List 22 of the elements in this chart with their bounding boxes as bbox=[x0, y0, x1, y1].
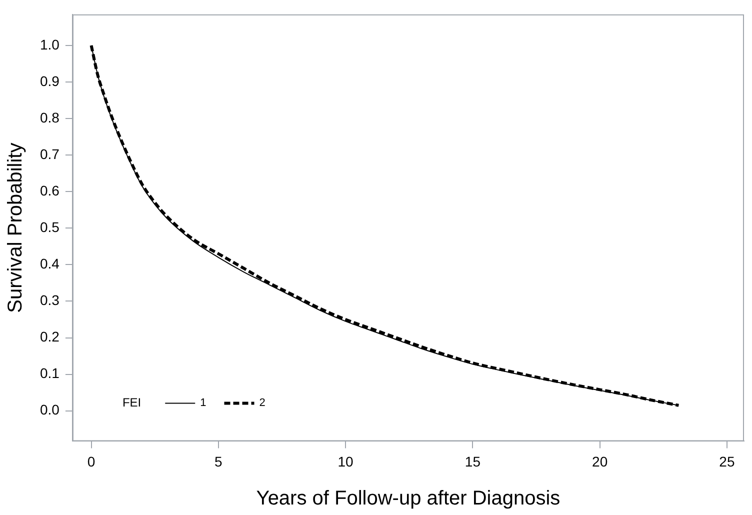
x-tick-label: 15 bbox=[464, 453, 481, 470]
x-tick-label: 10 bbox=[338, 453, 354, 470]
y-tick-label: 0.8 bbox=[40, 109, 60, 126]
y-tick-label: 0.9 bbox=[40, 72, 60, 89]
y-tick-label: 0.4 bbox=[40, 256, 60, 272]
y-tick-label: 0.1 bbox=[40, 365, 60, 382]
x-tick-label: 5 bbox=[214, 453, 223, 470]
y-tick-label: 1.0 bbox=[40, 36, 60, 52]
x-axis-title: Years of Follow-up after Diagnosis bbox=[256, 488, 560, 510]
y-axis-title: Survival Probability bbox=[4, 142, 27, 313]
y-tick-label: 0.5 bbox=[40, 219, 60, 236]
x-tick-label: 0 bbox=[87, 453, 96, 470]
y-tick-label: 0.7 bbox=[40, 146, 60, 162]
x-tick-label: 20 bbox=[592, 453, 608, 470]
y-tick-label: 0.6 bbox=[40, 182, 60, 198]
legend-label: 1 bbox=[200, 397, 206, 410]
y-tick-label: 0.3 bbox=[40, 292, 60, 308]
y-tick-label: 0.2 bbox=[40, 328, 60, 345]
legend-title: FEI bbox=[122, 396, 142, 410]
y-tick-label: 0.0 bbox=[40, 402, 60, 418]
legend-label: 2 bbox=[259, 397, 266, 410]
x-tick-label: 25 bbox=[719, 453, 735, 470]
